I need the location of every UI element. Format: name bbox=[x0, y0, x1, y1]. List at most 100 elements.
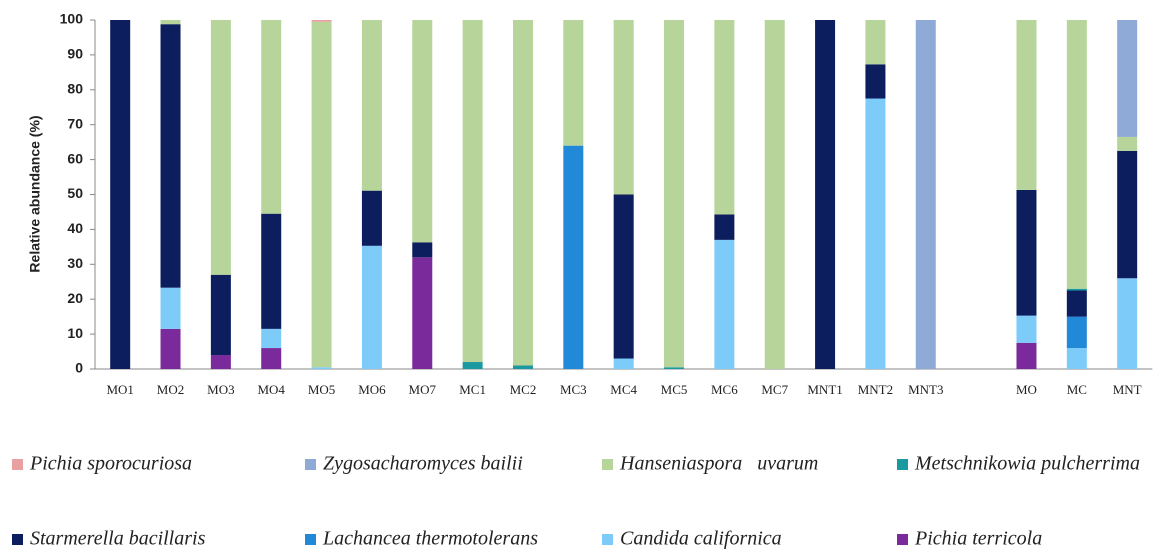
bar-segment bbox=[563, 20, 584, 146]
legend-label: Pichia sporocuriosa bbox=[29, 453, 192, 475]
bar-segment bbox=[1066, 348, 1087, 369]
bar-segment bbox=[110, 20, 131, 369]
legend-label: Metschnikowia pulcherrima bbox=[914, 453, 1140, 475]
bar-segment bbox=[160, 287, 181, 329]
x-tick-label: MC7 bbox=[761, 382, 788, 397]
x-tick-label: MC bbox=[1067, 382, 1087, 397]
x-tick-label: MO6 bbox=[358, 382, 386, 397]
x-tick-label: MNT3 bbox=[908, 382, 943, 397]
legend-label: Starmerella bacillaris bbox=[30, 528, 206, 549]
bar-segment bbox=[915, 20, 936, 369]
y-tick-label: 0 bbox=[75, 360, 83, 376]
x-tick-label: MC6 bbox=[711, 382, 738, 397]
x-tick-label: MC4 bbox=[610, 382, 637, 397]
bar-segment bbox=[1117, 150, 1138, 279]
x-tick-label: MC3 bbox=[560, 382, 587, 397]
bar-segment bbox=[311, 21, 332, 368]
x-tick-label: MO1 bbox=[106, 382, 133, 397]
x-tick-label: MO3 bbox=[207, 382, 234, 397]
bar-segment bbox=[261, 20, 282, 214]
bar-segment bbox=[613, 20, 634, 195]
bar-segment bbox=[462, 20, 483, 363]
bar-segment bbox=[361, 190, 382, 246]
bar-segment bbox=[462, 362, 483, 369]
legend-label: Hanseniaspora uvarum bbox=[619, 453, 818, 475]
legend-swatch bbox=[305, 534, 316, 545]
bar-segment bbox=[865, 98, 886, 370]
legend-swatch bbox=[12, 534, 23, 545]
legend-swatch bbox=[602, 459, 613, 470]
bar-segment bbox=[412, 242, 433, 258]
legend-label: Pichia terricola bbox=[914, 528, 1042, 549]
bar-segment bbox=[1066, 316, 1087, 349]
legend-swatch bbox=[305, 459, 316, 470]
bar-segment bbox=[311, 20, 332, 22]
y-tick-label: 90 bbox=[67, 46, 83, 62]
bar-segment bbox=[160, 24, 181, 288]
bar-segment bbox=[714, 20, 735, 215]
legend-swatch bbox=[602, 534, 613, 545]
bar-segment bbox=[210, 274, 231, 356]
x-tick-label: MC1 bbox=[459, 382, 486, 397]
y-tick-label: 40 bbox=[67, 220, 83, 236]
x-tick-label: MC5 bbox=[661, 382, 688, 397]
y-tick-label: 100 bbox=[60, 11, 84, 27]
bar-segment bbox=[361, 20, 382, 191]
bar-segment bbox=[361, 245, 382, 369]
bar-segment bbox=[412, 257, 433, 369]
y-tick-label: 50 bbox=[67, 185, 83, 201]
y-axis-label: Relative abundance (%) bbox=[27, 115, 43, 272]
bar-segment bbox=[160, 328, 181, 369]
bar-segment bbox=[613, 194, 634, 359]
bar-segment bbox=[714, 214, 735, 240]
bar-segment bbox=[1117, 136, 1138, 151]
bar-segment bbox=[1016, 342, 1037, 369]
bar-segment bbox=[865, 64, 886, 99]
x-tick-label: MO2 bbox=[157, 382, 184, 397]
y-tick-label: 80 bbox=[67, 81, 83, 97]
bar-segment bbox=[764, 20, 785, 369]
legend-swatch bbox=[897, 459, 908, 470]
bar-segment bbox=[1016, 315, 1037, 343]
bar-segment bbox=[261, 328, 282, 349]
bar-segment bbox=[815, 20, 836, 369]
legend-swatch bbox=[12, 459, 23, 470]
x-tick-label: MNT bbox=[1113, 382, 1142, 397]
bar-segment bbox=[664, 20, 685, 368]
bar-segment bbox=[1016, 20, 1037, 190]
bar-segment bbox=[1117, 20, 1138, 137]
y-tick-label: 10 bbox=[67, 325, 83, 341]
bar-segment bbox=[311, 367, 332, 369]
bar-segment bbox=[613, 358, 634, 369]
bar-segment bbox=[563, 145, 584, 369]
bar-segment bbox=[1066, 290, 1087, 317]
bar-segment bbox=[210, 20, 231, 275]
bar-segment bbox=[261, 213, 282, 329]
x-tick-label: MNT1 bbox=[807, 382, 842, 397]
bar-segment bbox=[512, 365, 533, 369]
y-tick-label: 60 bbox=[67, 150, 83, 166]
bar-segment bbox=[1016, 189, 1037, 316]
legend-swatch bbox=[897, 534, 908, 545]
y-tick-label: 70 bbox=[67, 115, 83, 131]
legend-label: Zygosacharomyces bailii bbox=[323, 453, 523, 475]
x-tick-label: MO7 bbox=[409, 382, 437, 397]
bar-segment bbox=[160, 20, 181, 25]
x-tick-label: MNT2 bbox=[858, 382, 893, 397]
bar-segment bbox=[412, 20, 433, 243]
bar-segment bbox=[1117, 278, 1138, 369]
bar-segment bbox=[714, 239, 735, 369]
x-tick-label: MO bbox=[1016, 382, 1037, 397]
bar-segment bbox=[210, 355, 231, 369]
bar-segment bbox=[865, 20, 886, 65]
y-tick-label: 30 bbox=[67, 255, 83, 271]
bar-segment bbox=[1066, 288, 1087, 291]
y-tick-label: 20 bbox=[67, 290, 83, 306]
legend-label: Lachancea thermotolerans bbox=[322, 528, 538, 549]
x-tick-label: MC2 bbox=[510, 382, 537, 397]
bar-segment bbox=[512, 20, 533, 366]
x-tick-label: MO4 bbox=[257, 382, 285, 397]
bar-segment bbox=[664, 367, 685, 369]
x-tick-label: MO5 bbox=[308, 382, 335, 397]
